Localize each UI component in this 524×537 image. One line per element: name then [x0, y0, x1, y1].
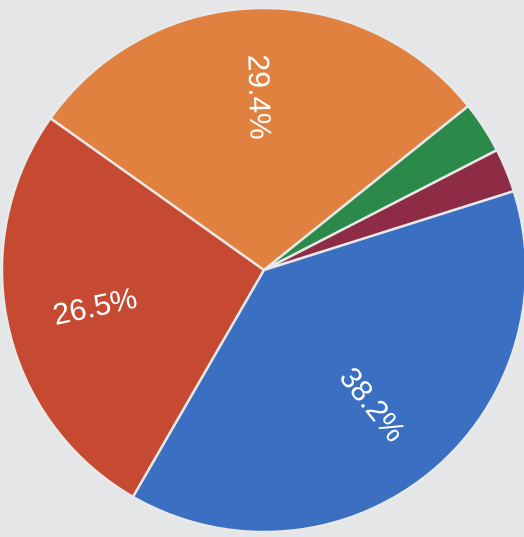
pie-slice-label-1: 29.4% — [241, 54, 276, 140]
pie-slices — [0, 6, 524, 534]
pie-slice-1 — [49, 6, 470, 272]
pie-slice-0 — [0, 116, 266, 499]
pie-slice-4 — [131, 189, 524, 534]
